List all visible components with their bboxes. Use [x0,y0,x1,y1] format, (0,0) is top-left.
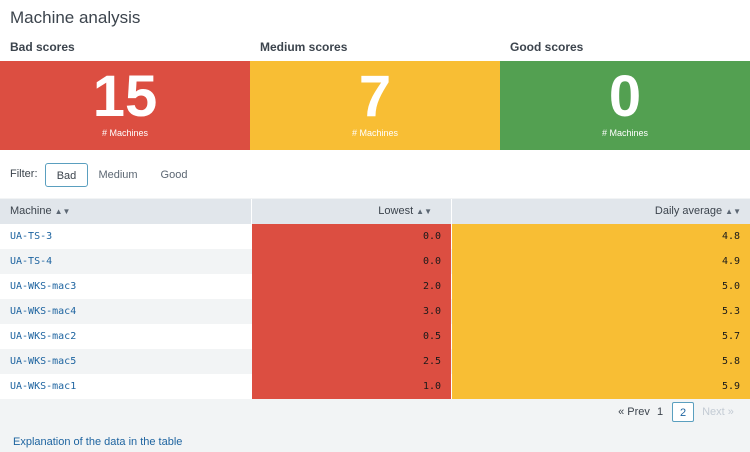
page-2-button[interactable]: 2 [672,402,694,422]
column-header-machine-label: Machine [10,205,52,217]
filter-bad-button[interactable]: Bad [45,163,88,187]
table-row: UA-WKS-mac3 2.0 5.0 [0,274,750,299]
sort-icon: ▲▼ [54,207,71,216]
medium-scores-label: Medium scores [260,40,348,54]
table-row: UA-WKS-mac4 3.0 5.3 [0,299,750,324]
machine-link[interactable]: UA-WKS-mac4 [10,306,77,317]
page-1-button[interactable]: 1 [656,406,664,418]
good-scores-tile: 0 # Machines [500,61,750,150]
sort-icon: ▲▼ [416,207,432,216]
daily-average-cell: 4.9 [452,249,750,274]
bad-scores-label: Bad scores [10,40,75,54]
lowest-cell: 0.0 [252,249,451,274]
lowest-cell: 2.5 [252,349,451,374]
sort-icon: ▲▼ [725,207,741,216]
column-divider [251,199,252,224]
pagination: « Prev 1 2 Next » [600,402,750,422]
table-row: UA-WKS-mac2 0.5 5.7 [0,324,750,349]
daily-average-cell: 5.9 [452,374,750,399]
machine-table: Machine ▲▼ Lowest ▲▼ Daily average ▲▼ UA-TS… [0,199,750,399]
bad-scores-value: 15 [92,64,158,129]
medium-scores-unit: # Machines [351,128,399,138]
bad-scores-tile: 15 # Machines [0,61,250,150]
table-header: Machine ▲▼ Lowest ▲▼ Daily average ▲▼ [0,199,750,224]
table-row: UA-WKS-mac5 2.5 5.8 [0,349,750,374]
medium-scores-tile: 7 # Machines [250,61,500,150]
daily-average-cell: 5.7 [452,324,750,349]
medium-scores-value: 7 [358,64,392,129]
machine-link[interactable]: UA-WKS-mac5 [10,356,77,367]
bad-scores-unit: # Machines [101,128,149,138]
machine-link[interactable]: UA-WKS-mac2 [10,331,77,342]
column-header-lowest-label: Lowest [378,205,414,217]
prev-page-button[interactable]: « Prev [618,406,650,418]
filter-good-button[interactable]: Good [160,169,188,181]
filter-bar: Filter: Bad Medium Good [0,156,750,198]
lowest-cell: 0.5 [252,324,451,349]
machine-link[interactable]: UA-WKS-mac3 [10,281,77,292]
table-row: UA-WKS-mac1 1.0 5.9 [0,374,750,399]
column-header-lowest[interactable]: Lowest ▲▼ [378,199,432,224]
filter-medium-button[interactable]: Medium [98,169,138,181]
lowest-cell: 2.0 [252,274,451,299]
explanation-link[interactable]: Explanation of the data in the table [13,436,183,448]
good-scores-label: Good scores [510,40,584,54]
column-divider [451,199,452,224]
lowest-cell: 0.0 [252,224,451,249]
page-title: Machine analysis [10,8,141,27]
filter-label: Filter: [10,168,38,180]
good-scores-value: 0 [608,64,642,129]
daily-average-cell: 5.0 [452,274,750,299]
summary-panel: Machine analysis Bad scores Medium score… [0,0,750,156]
machine-link[interactable]: UA-WKS-mac1 [10,381,77,392]
column-header-daily-average-label: Daily average [654,205,723,217]
lowest-cell: 1.0 [252,374,451,399]
good-scores-unit: # Machines [601,128,649,138]
next-page-button[interactable]: Next » [702,406,734,418]
daily-average-cell: 4.8 [452,224,750,249]
lowest-cell: 3.0 [252,299,451,324]
table-row: UA-TS-3 0.0 4.8 [0,224,750,249]
daily-average-cell: 5.3 [452,299,750,324]
machine-link[interactable]: UA-TS-3 [10,231,53,242]
table-row: UA-TS-4 0.0 4.9 [0,249,750,274]
column-header-daily-average[interactable]: Daily average ▲▼ [655,199,741,224]
daily-average-cell: 5.8 [452,349,750,374]
column-header-machine[interactable]: Machine ▲▼ [10,199,70,224]
machine-link[interactable]: UA-TS-4 [10,256,53,267]
